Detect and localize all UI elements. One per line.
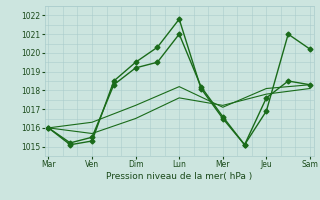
X-axis label: Pression niveau de la mer( hPa ): Pression niveau de la mer( hPa ) [106,172,252,181]
